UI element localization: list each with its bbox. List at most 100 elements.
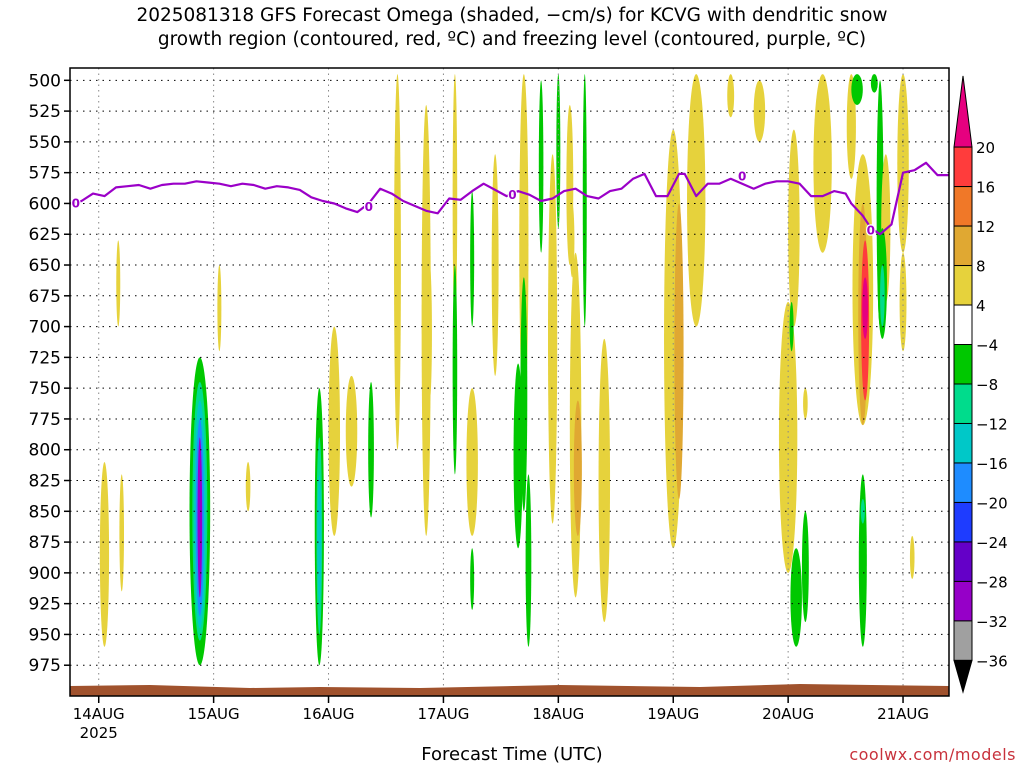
x-tick-label: 19AUG (647, 705, 699, 723)
colorbar-segment (953, 462, 973, 503)
freezing-level-label: 0 (508, 188, 516, 202)
x-tick-label: 17AUG (417, 705, 469, 723)
colorbar-label: −20 (976, 494, 1008, 512)
omega-shaded-region (880, 265, 885, 327)
ground-surface (70, 684, 949, 696)
omega-shaded-region (452, 265, 458, 475)
y-tick-label: 700 (29, 318, 61, 338)
colorbar-label: −36 (976, 652, 1008, 670)
omega-shaded-region (368, 382, 374, 518)
omega-shaded-region (491, 154, 499, 376)
y-tick-label: 800 (29, 441, 61, 461)
colorbar-segment (953, 620, 973, 661)
colorbar-segment (953, 422, 973, 464)
omega-shaded-region (345, 375, 358, 487)
omega-shaded-region (870, 74, 878, 93)
omega-shaded-region (803, 388, 808, 419)
omega-shaded-region (119, 474, 125, 592)
omega-shaded-region (674, 203, 684, 499)
omega-shaded-region (790, 548, 802, 647)
colorbar-label: 20 (976, 139, 995, 157)
omega-shaded-region (421, 104, 431, 536)
y-tick-label: 625 (29, 225, 61, 245)
x-tick-label: 16AUG (303, 705, 355, 723)
y-tick-label: 725 (29, 348, 61, 368)
y-tick-label: 750 (29, 379, 61, 399)
x-axis: 14AUG 15AUG 16AUG 17AUG 18AUG 19AUG 20AUG 21AUG… (73, 696, 929, 742)
chart-title-line1: 2025081318 GFS Forecast Omega (shaded, −… (136, 5, 888, 26)
colorbar-segment (953, 265, 973, 306)
omega-shaded-region (899, 252, 907, 352)
colorbar-label: 8 (976, 258, 986, 276)
omega-shaded-region (862, 277, 868, 339)
colorbar-label: −28 (976, 573, 1008, 591)
y-tick-label: 525 (29, 102, 61, 122)
y-tick-label: 600 (29, 194, 61, 214)
colorbar-segment (953, 383, 973, 424)
omega-shaded-region (317, 474, 322, 604)
colorbar-segment (953, 146, 973, 188)
omega-shaded-region (582, 74, 587, 327)
colorbar-segment (953, 225, 973, 267)
x-tick-label: 18AUG (532, 705, 584, 723)
omega-shaded-region (897, 74, 909, 253)
freezing-level-label: 0 (867, 224, 875, 238)
y-tick-label: 950 (29, 625, 61, 645)
omega-shaded-region (687, 74, 706, 327)
colorbar-segment (953, 344, 973, 385)
omega-shaded-region (197, 437, 203, 598)
x-tick-label: 20AUG (762, 705, 814, 723)
chart-title: 2025081318 GFS Forecast Omega (shaded, −… (0, 4, 1024, 52)
x-axis-label: Forecast Time (UTC) (421, 744, 603, 765)
y-tick-label: 500 (29, 71, 61, 91)
y-tick-label: 550 (29, 133, 61, 153)
y-tick-label: 650 (29, 256, 61, 276)
freezing-level-label: 0 (365, 200, 373, 214)
omega-shaded-region (727, 74, 735, 118)
ground-fill (70, 684, 949, 696)
omega-shaded-region (116, 240, 121, 327)
y-tick-label: 825 (29, 472, 61, 492)
chart-title-line2: growth region (contoured, red, ºC) and f… (157, 29, 867, 50)
y-tick-label: 900 (29, 564, 61, 584)
y-tick-label: 875 (29, 533, 61, 553)
omega-shaded-region (466, 388, 478, 536)
omega-shaded-region (470, 548, 475, 610)
omega-shaded-region (99, 462, 110, 647)
colorbar: 20 16 12 8 4 −4 −8 −12 −16 −20 −24 −28 −32 −36 (953, 75, 1008, 694)
x-tick-label: 21AUG (877, 705, 929, 723)
colorbar-label: −24 (976, 534, 1008, 552)
omega-shaded-region (909, 535, 915, 580)
omega-shaded-region (801, 511, 809, 623)
omega-shaded-region (538, 80, 544, 253)
freezing-level-label: 0 (738, 169, 746, 183)
omega-shaded-region (394, 74, 401, 450)
omega-shaded-region (813, 74, 832, 253)
colorbar-label: −32 (976, 613, 1008, 631)
colorbar-segment (953, 501, 973, 543)
y-tick-label: 925 (29, 595, 61, 615)
y-tick-label: 850 (29, 502, 61, 522)
y-tick-label: 975 (29, 656, 61, 676)
omega-shaded-region (788, 129, 800, 327)
omega-shaded-region (851, 74, 863, 105)
colorbar-segment (953, 659, 973, 694)
colorbar-label: 12 (976, 218, 995, 236)
plot-frame (69, 67, 950, 697)
colorbar-label: −4 (976, 337, 998, 355)
omega-shaded-region (427, 265, 432, 401)
omega-shaded-region (860, 498, 865, 524)
omega-shaded-region (513, 363, 523, 549)
colorbar-label: −12 (976, 415, 1008, 433)
colorbar-label: −8 (976, 376, 998, 394)
colorbar-segment (953, 304, 973, 346)
colorbar-segment (953, 186, 973, 227)
colorbar-segment (953, 541, 973, 582)
omega-shaded-region (569, 203, 575, 278)
freezing-level-line (70, 161, 949, 236)
y-tick-label: 575 (29, 164, 61, 184)
omega-shaded-region (217, 265, 222, 352)
omega-shaded-region (452, 74, 458, 327)
omega-shaded-region (520, 277, 528, 512)
